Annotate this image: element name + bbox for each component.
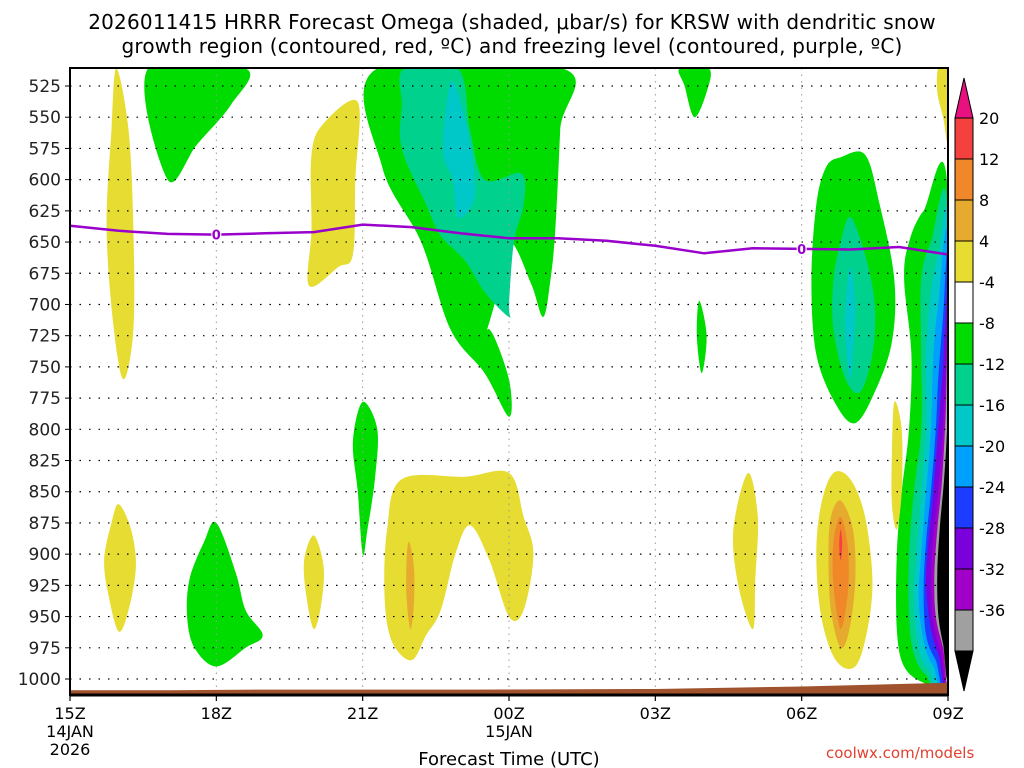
y-tick-label: 725 [29,327,61,347]
x-tick-label: 06Z [786,704,817,723]
y-tick-label: 675 [29,264,61,284]
x-tick-label: 21Z [347,704,378,723]
y-tick-label: 600 [29,171,61,191]
freezing-level-label-bg [211,228,222,241]
y-tick-label: 525 [29,77,61,97]
colorbar-swatch [954,117,974,160]
chart-title-line-2: growth region (contoured, red, ºC) and f… [121,34,903,58]
omega-region-4_to_8 [303,535,325,630]
omega-region--4_to_-8 [696,300,707,374]
omega-region-4_to_8 [732,472,759,630]
chart-title-line-1: 2026011415 HRRR Forecast Omega (shaded, … [88,10,936,34]
y-tick-label: 1000 [18,670,61,690]
y-tick-label: 650 [29,233,61,253]
colorbar-swatch [954,445,974,488]
colorbar-label: -8 [979,314,995,333]
terrain-ground [70,682,948,695]
colorbar-swatch [954,527,974,570]
y-tick-label: 550 [29,108,61,128]
omega-region--4_to_-8 [352,401,378,556]
plot-area: 00 [70,68,948,695]
colorbar-label: -24 [979,478,1005,497]
x-tick-label: 15Z [54,704,85,723]
colorbar-label: -16 [979,396,1005,415]
colorbar-label: 20 [979,109,999,128]
colorbar-swatch [954,609,974,652]
omega-region-4_to_8 [104,504,136,632]
colorbar-label: -36 [979,601,1005,620]
colorbar-label: -28 [979,519,1005,538]
x-tick-label: 00Z [493,704,524,723]
colorbar-swatch [954,322,974,365]
colorbar-swatch [954,568,974,611]
colorbar-swatch [954,281,974,324]
omega-region-4_to_8 [384,470,534,661]
freezing-level-label-bg [796,242,807,255]
y-tick-label: 625 [29,202,61,222]
colorbar-arrow-bottom [954,650,974,692]
y-tick-label: 925 [29,576,61,596]
y-tick-label: 750 [29,358,61,378]
y-tick-label: 975 [29,639,61,659]
colorbar-swatch [954,199,974,242]
y-tick-label: 900 [29,545,61,565]
colorbar-label: 4 [979,232,989,251]
omega-region--12_to_-16 [845,267,856,380]
colorbar-swatch [954,404,974,447]
freezing-level-label: 0 [212,229,221,244]
y-tick-label: 875 [29,514,61,534]
colorbar-label: -32 [979,560,1005,579]
x-tick-label: 03Z [640,704,671,723]
omega-region--4_to_-8 [678,68,711,118]
x-tick-date-label: 15JAN [485,722,533,741]
x-tick-date-label: 14JAN [46,722,94,741]
y-tick-label: 575 [29,139,61,159]
x-tick-year-label: 2026 [50,740,91,759]
omega-region-4_to_8 [936,68,948,144]
x-tick-label: 18Z [201,704,232,723]
colorbar-label: 8 [979,191,989,210]
colorbar-swatch [954,240,974,283]
y-tick-label: 850 [29,483,61,503]
omega-region--12_to_-16 [442,80,476,219]
omega-region--4_to_-8 [186,521,263,667]
y-tick-label: 800 [29,420,61,440]
colorbar-label: 12 [979,150,999,169]
freezing-level-label: 0 [797,243,806,258]
omega-region-4_to_8 [106,68,135,380]
colorbar-swatch [954,486,974,529]
y-tick-label: 950 [29,608,61,628]
y-tick-label: 700 [29,295,61,315]
colorbar-label: -4 [979,273,995,292]
x-tick-label: 09Z [932,704,963,723]
colorbar-label: -12 [979,355,1005,374]
omega-region-4_to_8 [307,99,360,287]
omega-region-4_to_8 [891,401,903,530]
omega-region--4_to_-8 [144,68,251,183]
colorbar-arrow-top [954,77,974,119]
omega-region-12_to_16 [832,516,849,630]
colorbar-label: -20 [979,437,1005,456]
omega-region-8_to_12 [406,541,415,630]
y-tick-label: 825 [29,452,61,472]
omega-region-16_to_20 [839,529,843,561]
colorbar-swatch [954,363,974,406]
colorbar-swatch [954,158,974,201]
y-tick-label: 775 [29,389,61,409]
omega-region-_-36 [937,362,948,679]
credit-text[interactable]: coolwx.com/models [826,744,975,762]
x-axis-title: Forecast Time (UTC) [418,749,599,768]
